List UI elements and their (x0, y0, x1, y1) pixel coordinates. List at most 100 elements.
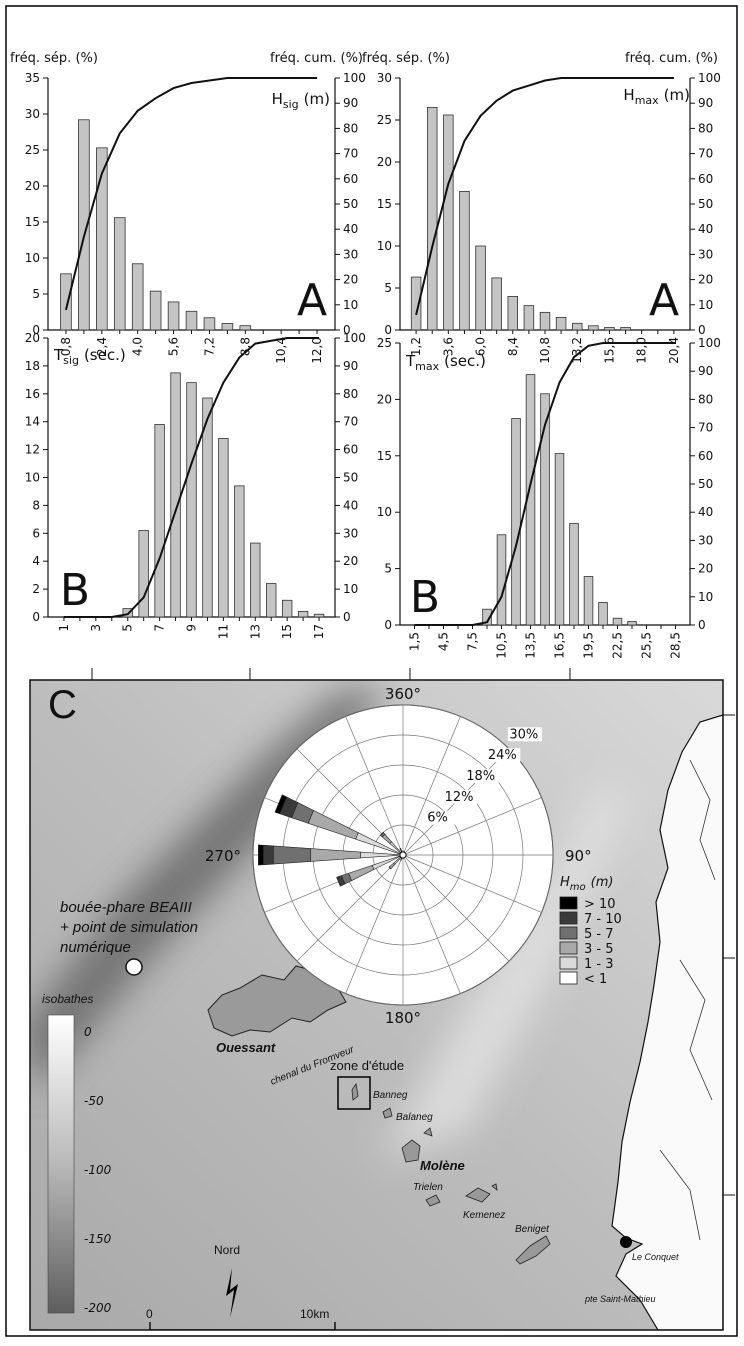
y2-tick-label: 60 (698, 172, 713, 186)
legend-label: > 10 (584, 897, 616, 912)
place-label: Ouessant (216, 1040, 276, 1055)
scale-label: 10km (300, 1307, 329, 1321)
x-tick-label: 1,5 (408, 632, 422, 651)
rose-wedge (258, 845, 263, 865)
bar (150, 291, 161, 330)
y-tick-label: 12 (25, 443, 40, 457)
title-main: H (560, 875, 570, 890)
y-tick-label: 15 (377, 449, 392, 463)
panel-letter: A (649, 275, 679, 326)
bar (497, 535, 506, 625)
x-tick-label: 3 (89, 624, 103, 632)
colorbar-title: isobathes (42, 992, 93, 1006)
legend-label: < 1 (584, 972, 607, 987)
bar (444, 115, 454, 330)
y2-tick-label: 100 (698, 336, 721, 350)
bar (171, 373, 181, 617)
bar (204, 318, 215, 330)
y2-tick-label: 100 (698, 71, 721, 85)
legend-swatch (560, 972, 577, 984)
title-sub: max (415, 360, 439, 373)
y2-tick-label: 90 (343, 96, 358, 110)
place-label: Banneg (373, 1090, 408, 1101)
panel-letter: B (410, 572, 440, 623)
place-label: Kemenez (463, 1210, 505, 1221)
rose-ring-label: 30% (509, 727, 538, 742)
bar (235, 486, 245, 617)
y2-tick-label: 100 (343, 71, 366, 85)
title-sub: sig (63, 354, 79, 367)
y2-tick-label: 70 (698, 147, 713, 161)
y2-axis-label: fréq. cum. (%) (270, 51, 363, 66)
rose-ring-label: 18% (466, 769, 495, 784)
y-tick-label: 30 (25, 107, 40, 121)
y2-tick-label: 70 (343, 415, 358, 429)
y-tick-label: 30 (377, 71, 392, 85)
buoy-label: + point de simulation (60, 919, 198, 936)
y2-tick-label: 10 (343, 298, 358, 312)
y2-tick-label: 90 (698, 96, 713, 110)
y2-tick-label: 80 (698, 392, 713, 406)
y2-tick-label: 10 (698, 590, 713, 604)
place-label: Beniget (515, 1224, 550, 1235)
legend-label: 7 - 10 (584, 912, 622, 927)
bar (427, 107, 437, 330)
y2-axis-label: fréq. cum. (%) (625, 51, 718, 66)
place-label: Trielen (413, 1182, 443, 1193)
y2-tick-label: 10 (343, 582, 358, 596)
rose-direction-label: 90° (565, 847, 592, 865)
bar (222, 324, 233, 330)
bar (61, 274, 72, 330)
y2-tick-label: 100 (343, 331, 366, 345)
y2-tick-label: 40 (343, 222, 358, 236)
title-main: H (272, 90, 283, 108)
y2-tick-label: 20 (698, 273, 713, 287)
y-tick-label: 5 (32, 287, 40, 301)
rose-ring-label: 12% (445, 790, 474, 805)
x-tick-label: 18,0 (635, 337, 649, 364)
x-tick-label: 1 (57, 624, 71, 632)
legend-label: 3 - 5 (584, 942, 614, 957)
legend-label: 5 - 7 (584, 927, 614, 942)
bar (555, 454, 564, 625)
bar (599, 602, 608, 625)
y2-tick-label: 40 (698, 222, 713, 236)
title-sub: max (635, 94, 659, 107)
y2-tick-label: 50 (698, 477, 713, 491)
y-tick-label: 6 (32, 526, 40, 540)
rose-direction-label: 180° (385, 1009, 421, 1027)
x-tick-label: 7,5 (466, 632, 480, 651)
rose-wedge (263, 845, 273, 865)
legend-label: 1 - 3 (584, 957, 614, 972)
y2-tick-label: 50 (343, 197, 358, 211)
title-unit: (sec.) (444, 352, 486, 370)
y2-tick-label: 0 (698, 618, 706, 632)
bar (540, 312, 550, 330)
axis-frame (48, 78, 335, 330)
y-tick-label: 20 (377, 392, 392, 406)
y2-tick-label: 60 (698, 449, 713, 463)
y-tick-label: 10 (25, 251, 40, 265)
x-tick-label: 9 (185, 624, 199, 632)
legend-swatch (560, 957, 577, 969)
y2-tick-label: 30 (343, 526, 358, 540)
bar (589, 326, 599, 330)
cumulative-line (416, 78, 674, 315)
x-tick-label: 10,5 (495, 632, 509, 659)
colorbar-label: -150 (84, 1232, 112, 1246)
y2-tick-label: 80 (343, 121, 358, 135)
y-axis-label: fréq. sép. (%) (362, 51, 450, 66)
chart-title: Hsig (m) (272, 90, 330, 111)
x-tick-label: 16,5 (553, 632, 567, 659)
y2-tick-label: 50 (698, 197, 713, 211)
bar (298, 611, 308, 617)
x-tick-label: 5 (121, 624, 135, 632)
y2-tick-label: 20 (343, 273, 358, 287)
title-unit: (m) (304, 90, 330, 108)
place-label: zone d'étude (330, 1058, 404, 1073)
y-tick-label: 18 (25, 359, 40, 373)
x-tick-label: 19,5 (582, 632, 596, 659)
title-sub: sig (283, 98, 299, 111)
title-sub: mo (570, 882, 586, 893)
